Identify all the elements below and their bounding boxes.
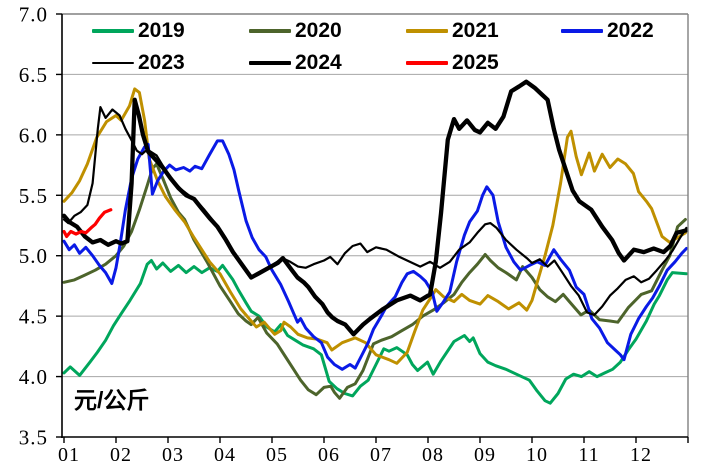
legend-line-sample-2022 xyxy=(561,29,603,33)
legend-label: 2021 xyxy=(452,19,499,42)
x-tick-label: 12 xyxy=(630,444,652,466)
series-line-2022 xyxy=(62,139,688,371)
legend-label: 2020 xyxy=(295,19,342,42)
legend-line-sample-2021 xyxy=(406,29,448,33)
series-line-2024 xyxy=(61,79,689,337)
legend-line-sample-2019 xyxy=(92,29,134,33)
y-tick-label: 3.5 xyxy=(19,426,48,450)
x-tick-label: 08 xyxy=(422,444,444,466)
y-tick-label: 4.5 xyxy=(19,305,48,329)
y-tick-label: 6.0 xyxy=(19,123,48,147)
legend-item-2023: 2023 xyxy=(92,52,185,74)
y-tick-label: 4.0 xyxy=(19,365,48,389)
y-axis-unit-label: 元/公斤 xyxy=(74,387,150,413)
series-line-2020 xyxy=(62,162,687,400)
x-tick-label: 03 xyxy=(162,444,184,466)
y-tick-label: 6.5 xyxy=(19,63,48,87)
x-tick-label: 05 xyxy=(266,444,288,466)
x-tick-label: 06 xyxy=(318,444,340,466)
x-tick-label: 02 xyxy=(110,444,132,466)
legend-item-2025: 2025 xyxy=(406,52,499,74)
legend-line-sample-2025 xyxy=(406,61,448,65)
legend-label: 2022 xyxy=(607,19,654,42)
x-tick-label: 10 xyxy=(526,444,548,466)
legend-line-sample-2024 xyxy=(249,60,291,66)
series-line-2019 xyxy=(62,259,688,405)
x-tick-label: 11 xyxy=(578,444,599,466)
legend-label: 2019 xyxy=(138,19,185,42)
legend-label: 2024 xyxy=(295,51,342,74)
legend-label: 2023 xyxy=(138,51,185,74)
legend-label: 2025 xyxy=(452,51,499,74)
legend-item-2024: 2024 xyxy=(249,52,342,74)
x-tick-label: 07 xyxy=(370,444,392,466)
legend-line-sample-2020 xyxy=(249,29,291,33)
series-line-2021 xyxy=(62,87,687,365)
series-line-2023 xyxy=(62,106,688,316)
legend-item-2019: 2019 xyxy=(92,20,185,42)
y-tick-label: 7.0 xyxy=(19,3,48,27)
x-tick-label: 04 xyxy=(214,444,236,466)
x-tick-label: 09 xyxy=(474,444,496,466)
legend-item-2020: 2020 xyxy=(249,20,342,42)
series-line-2025 xyxy=(62,208,113,238)
legend-line-sample-2023 xyxy=(92,61,134,65)
y-tick-label: 5.0 xyxy=(19,244,48,268)
x-tick-label: 01 xyxy=(58,444,80,466)
legend-item-2021: 2021 xyxy=(406,20,499,42)
y-tick-label: 5.5 xyxy=(19,184,48,208)
legend-item-2022: 2022 xyxy=(561,20,654,42)
